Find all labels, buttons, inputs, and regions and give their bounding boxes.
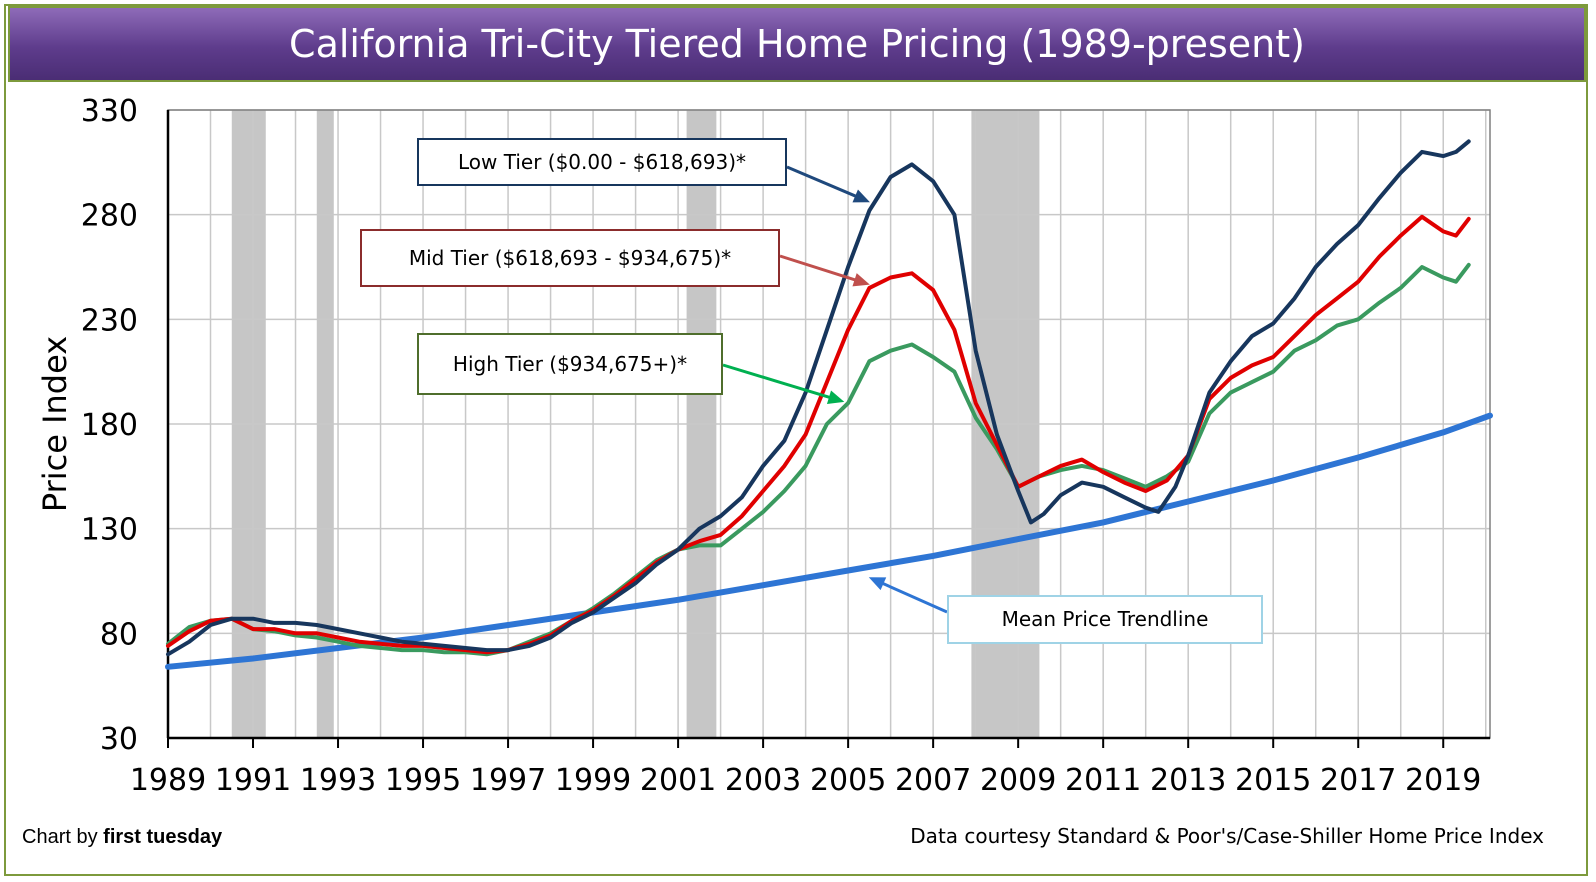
x-tick-label: 2017 xyxy=(1320,763,1396,798)
x-tick-label: 1989 xyxy=(130,763,206,798)
x-tick-label: 1991 xyxy=(215,763,291,798)
callout-mean-trendline: Mean Price Trendline xyxy=(947,595,1263,644)
chart-title: California Tri-City Tiered Home Pricing … xyxy=(8,6,1586,82)
x-tick-label: 1997 xyxy=(470,763,546,798)
x-tick-label: 2013 xyxy=(1150,763,1226,798)
series-line-mid xyxy=(166,214,1471,655)
y-tick-label: 180 xyxy=(81,408,138,443)
y-tick-label: 130 xyxy=(81,513,138,548)
callout-arrow-low xyxy=(786,165,862,200)
series-line-low xyxy=(166,139,1471,657)
y-tick-label: 30 xyxy=(100,722,138,757)
callout-mid-tier: Mid Tier ($618,693 - $934,675)* xyxy=(360,229,780,287)
callout-arrowhead-high xyxy=(826,390,845,404)
chart-frame xyxy=(4,4,1588,876)
x-tick-label: 2003 xyxy=(725,763,801,798)
x-tick-label: 2001 xyxy=(640,763,716,798)
y-axis-label: Price Index xyxy=(36,336,74,512)
x-tick-label: 1993 xyxy=(300,763,376,798)
callout-high-tier: High Tier ($934,675+)* xyxy=(417,333,723,395)
y-tick-label: 280 xyxy=(81,199,138,234)
x-tick-label: 2005 xyxy=(810,763,886,798)
x-tick-label: 2019 xyxy=(1405,763,1481,798)
callout-arrowhead-trend xyxy=(868,577,887,591)
callout-arrowhead-mid xyxy=(852,273,870,287)
y-tick-label: 230 xyxy=(81,303,138,338)
callout-arrow-high xyxy=(722,363,836,401)
callout-low-tier: Low Tier ($0.00 - $618,693)* xyxy=(417,138,787,186)
x-tick-label: 2011 xyxy=(1065,763,1141,798)
credit-right: Data courtesy Standard & Poor's/Case-Shi… xyxy=(910,824,1544,848)
x-tick-label: 1995 xyxy=(385,763,461,798)
callout-arrow-trend xyxy=(877,579,948,614)
credit-prefix: Chart by xyxy=(22,826,104,848)
series-line-high xyxy=(166,262,1471,657)
credit-left: Chart by first tuesday xyxy=(22,826,222,849)
x-tick-label: 1999 xyxy=(555,763,631,798)
callout-arrowhead-low xyxy=(852,189,870,203)
y-tick-label: 80 xyxy=(100,617,138,652)
x-tick-label: 2009 xyxy=(980,763,1056,798)
y-tick-label: 330 xyxy=(81,94,138,129)
series-line-trend xyxy=(165,412,1493,670)
credit-brand: first tuesday xyxy=(103,826,223,848)
x-tick-label: 2007 xyxy=(895,763,971,798)
callout-arrow-mid xyxy=(779,254,861,284)
x-tick-label: 2015 xyxy=(1235,763,1311,798)
